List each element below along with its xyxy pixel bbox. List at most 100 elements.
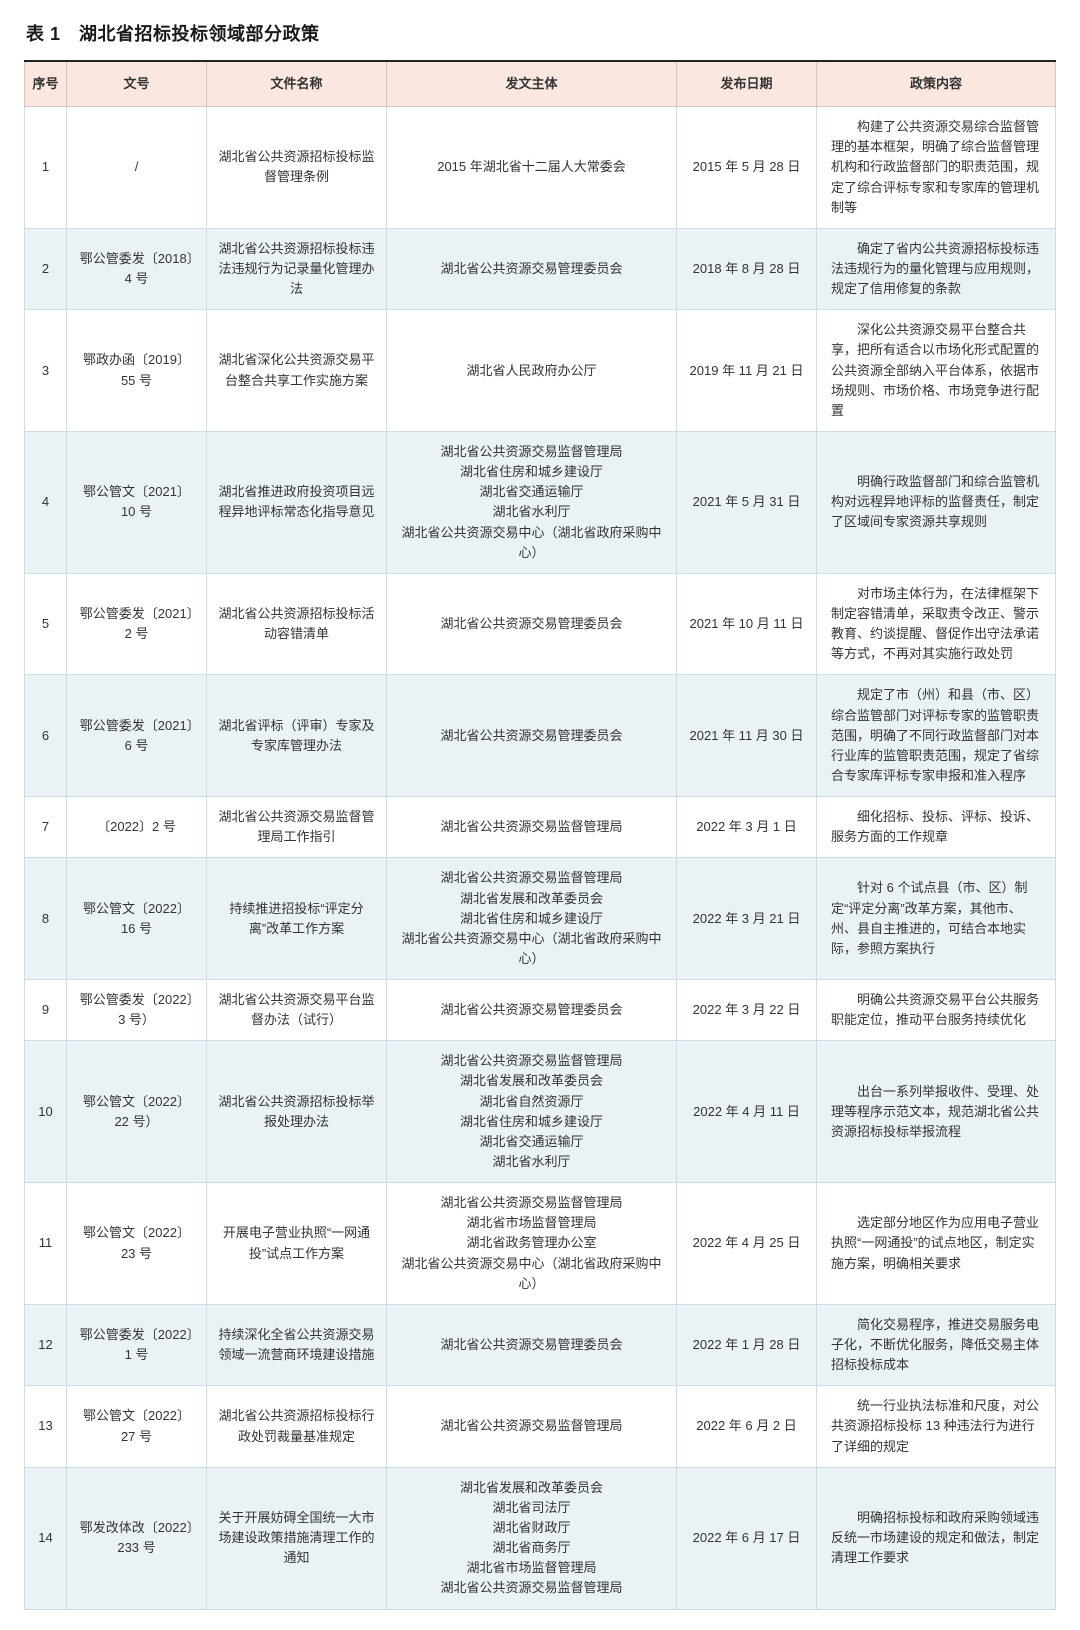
- cell-docno: 鄂公管文〔2022〕27 号: [67, 1386, 207, 1467]
- cell-content: 细化招标、投标、评标、投诉、服务方面的工作规章: [817, 797, 1056, 858]
- cell-seq: 2: [25, 228, 67, 309]
- cell-date: 2018 年 8 月 28 日: [677, 228, 817, 309]
- cell-issuer: 湖北省公共资源交易监督管理局: [387, 1386, 677, 1467]
- cell-name: 湖北省公共资源招标投标行政处罚裁量基准规定: [207, 1386, 387, 1467]
- table-row: 1/湖北省公共资源招标投标监督管理条例2015 年湖北省十二届人大常委会2015…: [25, 107, 1056, 229]
- table-row: 12鄂公管委发〔2022〕1 号持续深化全省公共资源交易领域一流营商环境建设措施…: [25, 1304, 1056, 1385]
- cell-date: 2021 年 5 月 31 日: [677, 431, 817, 573]
- col-seq: 序号: [25, 62, 67, 107]
- cell-docno: 鄂公管委发〔2021〕6 号: [67, 675, 207, 797]
- cell-seq: 1: [25, 107, 67, 229]
- cell-issuer: 湖北省公共资源交易监督管理局: [387, 797, 677, 858]
- cell-seq: 11: [25, 1183, 67, 1305]
- cell-name: 湖北省公共资源交易监督管理局工作指引: [207, 797, 387, 858]
- cell-date: 2021 年 10 月 11 日: [677, 573, 817, 675]
- cell-date: 2019 年 11 月 21 日: [677, 310, 817, 432]
- cell-issuer: 2015 年湖北省十二届人大常委会: [387, 107, 677, 229]
- cell-seq: 12: [25, 1304, 67, 1385]
- cell-issuer: 湖北省公共资源交易管理委员会: [387, 675, 677, 797]
- cell-name: 湖北省公共资源招标投标活动容错清单: [207, 573, 387, 675]
- cell-content: 简化交易程序，推进交易服务电子化，不断优化服务，降低交易主体招标投标成本: [817, 1304, 1056, 1385]
- cell-date: 2015 年 5 月 28 日: [677, 107, 817, 229]
- cell-date: 2022 年 3 月 21 日: [677, 858, 817, 980]
- cell-date: 2022 年 6 月 2 日: [677, 1386, 817, 1467]
- cell-docno: /: [67, 107, 207, 229]
- cell-docno: 鄂公管委发〔2022〕1 号: [67, 1304, 207, 1385]
- cell-name: 关于开展妨碍全国统一大市场建设政策措施清理工作的通知: [207, 1467, 387, 1609]
- cell-seq: 6: [25, 675, 67, 797]
- cell-name: 湖北省推进政府投资项目远程异地评标常态化指导意见: [207, 431, 387, 573]
- cell-seq: 14: [25, 1467, 67, 1609]
- cell-docno: 鄂公管文〔2022〕23 号: [67, 1183, 207, 1305]
- cell-seq: 4: [25, 431, 67, 573]
- table-row: 11鄂公管文〔2022〕23 号开展电子营业执照“一网通投”试点工作方案湖北省公…: [25, 1183, 1056, 1305]
- table-row: 10鄂公管文〔2022〕22 号）湖北省公共资源招标投标举报处理办法湖北省公共资…: [25, 1041, 1056, 1183]
- table-title: 表 1 湖北省招标投标领域部分政策: [26, 20, 1056, 46]
- cell-docno: 〔2022〕2 号: [67, 797, 207, 858]
- cell-date: 2022 年 4 月 25 日: [677, 1183, 817, 1305]
- cell-date: 2022 年 3 月 1 日: [677, 797, 817, 858]
- cell-content: 针对 6 个试点县（市、区）制定“评定分离”改革方案，其他市、州、县自主推进的，…: [817, 858, 1056, 980]
- cell-name: 持续深化全省公共资源交易领域一流营商环境建设措施: [207, 1304, 387, 1385]
- cell-name: 湖北省评标（评审）专家及专家库管理办法: [207, 675, 387, 797]
- cell-name: 持续推进招投标“评定分离”改革工作方案: [207, 858, 387, 980]
- cell-content: 构建了公共资源交易综合监督管理的基本框架，明确了综合监督管理机构和行政监督部门的…: [817, 107, 1056, 229]
- cell-content: 明确招标投标和政府采购领域违反统一市场建设的规定和做法，制定清理工作要求: [817, 1467, 1056, 1609]
- cell-content: 明确行政监督部门和综合监管机构对远程异地评标的监督责任，制定了区域间专家资源共享…: [817, 431, 1056, 573]
- col-date: 发布日期: [677, 62, 817, 107]
- col-name: 文件名称: [207, 62, 387, 107]
- cell-issuer: 湖北省公共资源交易管理委员会: [387, 228, 677, 309]
- table-row: 2鄂公管委发〔2018〕4 号湖北省公共资源招标投标违法违规行为记录量化管理办法…: [25, 228, 1056, 309]
- cell-issuer: 湖北省发展和改革委员会 湖北省司法厅 湖北省财政厅 湖北省商务厅 湖北省市场监督…: [387, 1467, 677, 1609]
- cell-docno: 鄂政办函〔2019〕55 号: [67, 310, 207, 432]
- cell-content: 对市场主体行为，在法律框架下制定容错清单，采取责令改正、警示教育、约谈提醒、督促…: [817, 573, 1056, 675]
- cell-content: 规定了市（州）和县（市、区）综合监管部门对评标专家的监管职责范围，明确了不同行政…: [817, 675, 1056, 797]
- cell-docno: 鄂公管文〔2022〕22 号）: [67, 1041, 207, 1183]
- cell-seq: 3: [25, 310, 67, 432]
- cell-date: 2021 年 11 月 30 日: [677, 675, 817, 797]
- table-row: 9鄂公管委发〔2022〕3 号）湖北省公共资源交易平台监督办法（试行）湖北省公共…: [25, 980, 1056, 1041]
- table-head: 序号 文号 文件名称 发文主体 发布日期 政策内容: [25, 62, 1056, 107]
- cell-docno: 鄂公管文〔2021〕10 号: [67, 431, 207, 573]
- table-row: 14鄂发改体改〔2022〕233 号关于开展妨碍全国统一大市场建设政策措施清理工…: [25, 1467, 1056, 1609]
- cell-docno: 鄂公管委发〔2022〕3 号）: [67, 980, 207, 1041]
- cell-seq: 8: [25, 858, 67, 980]
- cell-seq: 5: [25, 573, 67, 675]
- cell-name: 湖北省公共资源招标投标举报处理办法: [207, 1041, 387, 1183]
- cell-content: 选定部分地区作为应用电子营业执照“一网通投”的试点地区，制定实施方案，明确相关要…: [817, 1183, 1056, 1305]
- cell-date: 2022 年 6 月 17 日: [677, 1467, 817, 1609]
- cell-name: 湖北省深化公共资源交易平台整合共享工作实施方案: [207, 310, 387, 432]
- cell-issuer: 湖北省公共资源交易管理委员会: [387, 1304, 677, 1385]
- cell-issuer: 湖北省公共资源交易监督管理局 湖北省市场监督管理局 湖北省政务管理办公室 湖北省…: [387, 1183, 677, 1305]
- table-row: 13鄂公管文〔2022〕27 号湖北省公共资源招标投标行政处罚裁量基准规定湖北省…: [25, 1386, 1056, 1467]
- cell-name: 开展电子营业执照“一网通投”试点工作方案: [207, 1183, 387, 1305]
- table-row: 5鄂公管委发〔2021〕2 号湖北省公共资源招标投标活动容错清单湖北省公共资源交…: [25, 573, 1056, 675]
- cell-content: 深化公共资源交易平台整合共享，把所有适合以市场化形式配置的公共资源全部纳入平台体…: [817, 310, 1056, 432]
- cell-content: 出台一系列举报收件、受理、处理等程序示范文本，规范湖北省公共资源招标投标举报流程: [817, 1041, 1056, 1183]
- cell-content: 确定了省内公共资源招标投标违法违规行为的量化管理与应用规则，规定了信用修复的条款: [817, 228, 1056, 309]
- table-row: 7〔2022〕2 号湖北省公共资源交易监督管理局工作指引湖北省公共资源交易监督管…: [25, 797, 1056, 858]
- cell-seq: 9: [25, 980, 67, 1041]
- cell-name: 湖北省公共资源交易平台监督办法（试行）: [207, 980, 387, 1041]
- table-row: 8鄂公管文〔2022〕16 号持续推进招投标“评定分离”改革工作方案湖北省公共资…: [25, 858, 1056, 980]
- cell-content: 明确公共资源交易平台公共服务职能定位，推动平台服务持续优化: [817, 980, 1056, 1041]
- cell-seq: 13: [25, 1386, 67, 1467]
- cell-docno: 鄂公管委发〔2021〕2 号: [67, 573, 207, 675]
- cell-docno: 鄂公管委发〔2018〕4 号: [67, 228, 207, 309]
- cell-issuer: 湖北省公共资源交易管理委员会: [387, 573, 677, 675]
- cell-date: 2022 年 1 月 28 日: [677, 1304, 817, 1385]
- cell-issuer: 湖北省公共资源交易监督管理局 湖北省发展和改革委员会 湖北省住房和城乡建设厅 湖…: [387, 858, 677, 980]
- policy-table: 序号 文号 文件名称 发文主体 发布日期 政策内容 1/湖北省公共资源招标投标监…: [24, 62, 1056, 1610]
- cell-content: 统一行业执法标准和尺度，对公共资源招标投标 13 种违法行为进行了详细的规定: [817, 1386, 1056, 1467]
- table-row: 6鄂公管委发〔2021〕6 号湖北省评标（评审）专家及专家库管理办法湖北省公共资…: [25, 675, 1056, 797]
- table-body: 1/湖北省公共资源招标投标监督管理条例2015 年湖北省十二届人大常委会2015…: [25, 107, 1056, 1609]
- col-issuer: 发文主体: [387, 62, 677, 107]
- col-content: 政策内容: [817, 62, 1056, 107]
- cell-docno: 鄂发改体改〔2022〕233 号: [67, 1467, 207, 1609]
- cell-issuer: 湖北省公共资源交易管理委员会: [387, 980, 677, 1041]
- cell-seq: 10: [25, 1041, 67, 1183]
- cell-date: 2022 年 3 月 22 日: [677, 980, 817, 1041]
- cell-issuer: 湖北省人民政府办公厅: [387, 310, 677, 432]
- cell-issuer: 湖北省公共资源交易监督管理局 湖北省住房和城乡建设厅 湖北省交通运输厅 湖北省水…: [387, 431, 677, 573]
- cell-name: 湖北省公共资源招标投标监督管理条例: [207, 107, 387, 229]
